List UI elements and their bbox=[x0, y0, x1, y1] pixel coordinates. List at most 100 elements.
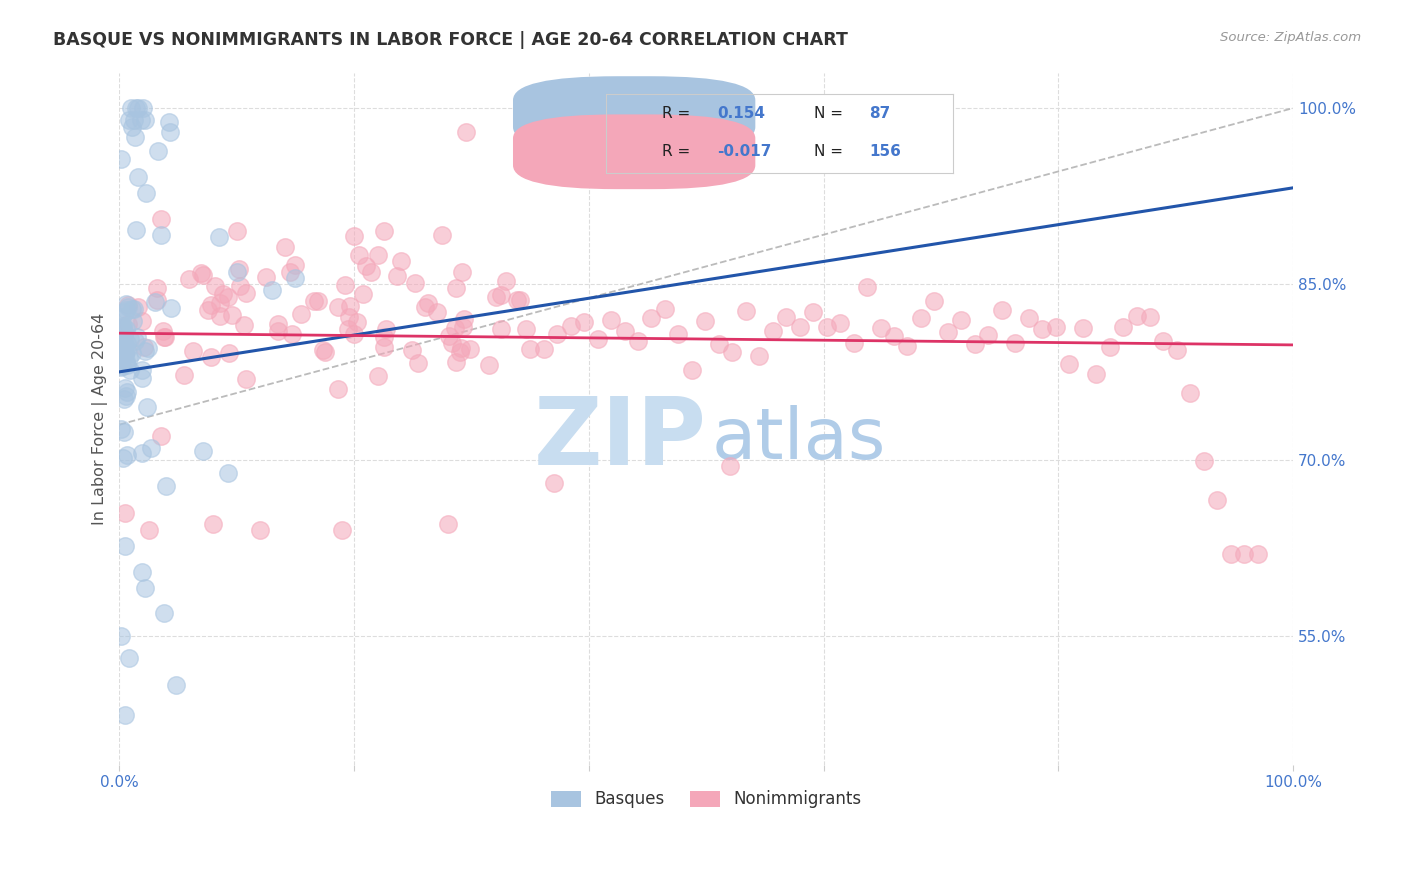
Point bbox=[232, 318, 254, 332]
Point bbox=[454, 125, 477, 139]
Point bbox=[121, 120, 143, 134]
Point bbox=[153, 330, 176, 344]
Point bbox=[114, 347, 136, 361]
Point bbox=[1045, 320, 1067, 334]
Point bbox=[235, 286, 257, 301]
Point bbox=[127, 300, 149, 314]
Point bbox=[373, 330, 395, 344]
Point bbox=[114, 381, 136, 395]
Point bbox=[343, 228, 366, 243]
Point bbox=[125, 223, 148, 237]
Point bbox=[122, 301, 145, 316]
Point bbox=[533, 342, 555, 356]
Point bbox=[152, 324, 174, 338]
Point bbox=[110, 349, 132, 363]
Point bbox=[413, 301, 436, 315]
Point bbox=[312, 343, 335, 358]
Point bbox=[117, 297, 139, 311]
Point bbox=[200, 351, 222, 365]
Point bbox=[346, 314, 368, 328]
Point bbox=[114, 337, 136, 351]
Point bbox=[110, 333, 132, 347]
Point bbox=[218, 346, 240, 360]
Point bbox=[112, 392, 135, 407]
Point bbox=[354, 260, 377, 274]
Point bbox=[202, 517, 225, 532]
Point bbox=[260, 283, 283, 297]
Point bbox=[437, 517, 460, 532]
Point bbox=[352, 286, 374, 301]
Point bbox=[337, 310, 360, 324]
Point bbox=[453, 312, 475, 326]
Point bbox=[1219, 547, 1241, 561]
Point bbox=[734, 304, 756, 318]
Point bbox=[114, 708, 136, 723]
Point bbox=[117, 301, 139, 315]
Point bbox=[1112, 319, 1135, 334]
Point bbox=[640, 310, 662, 325]
Point bbox=[1206, 493, 1229, 508]
Point bbox=[1192, 454, 1215, 468]
Point bbox=[143, 295, 166, 310]
Point bbox=[360, 265, 382, 279]
Point bbox=[228, 261, 250, 276]
Point bbox=[209, 296, 232, 310]
Point bbox=[404, 276, 426, 290]
Point bbox=[314, 345, 336, 359]
Point bbox=[124, 130, 146, 145]
Point bbox=[111, 323, 134, 337]
Point bbox=[278, 265, 301, 279]
Point bbox=[1098, 340, 1121, 354]
Point bbox=[1233, 547, 1256, 561]
Point bbox=[149, 212, 172, 227]
Point bbox=[627, 334, 650, 348]
Point bbox=[546, 326, 568, 341]
Point bbox=[896, 339, 918, 353]
Point bbox=[801, 305, 824, 319]
Point bbox=[491, 288, 513, 302]
Point bbox=[430, 228, 453, 243]
Point bbox=[181, 343, 204, 358]
Point bbox=[453, 320, 475, 334]
Point bbox=[1166, 343, 1188, 357]
Point bbox=[131, 566, 153, 580]
Point bbox=[924, 294, 946, 309]
Point bbox=[613, 324, 636, 338]
Point bbox=[229, 279, 252, 293]
Point bbox=[302, 293, 325, 308]
Point bbox=[134, 112, 156, 127]
Point bbox=[114, 322, 136, 336]
Point bbox=[127, 169, 149, 184]
Point bbox=[367, 368, 389, 383]
Point bbox=[134, 582, 156, 596]
Point bbox=[572, 315, 595, 329]
Point bbox=[124, 334, 146, 348]
Point bbox=[910, 311, 932, 326]
Point bbox=[149, 429, 172, 443]
Point bbox=[112, 425, 135, 439]
Point bbox=[1018, 310, 1040, 325]
Point bbox=[408, 356, 430, 370]
Point bbox=[449, 345, 471, 359]
Text: ZIP: ZIP bbox=[533, 393, 706, 485]
Point bbox=[284, 271, 307, 285]
Point bbox=[127, 101, 149, 115]
Point bbox=[225, 224, 247, 238]
Point bbox=[225, 265, 247, 279]
Point bbox=[235, 371, 257, 385]
Point bbox=[748, 349, 770, 363]
Point bbox=[112, 343, 135, 357]
Point bbox=[115, 449, 138, 463]
Point bbox=[115, 296, 138, 310]
Point bbox=[416, 295, 439, 310]
Point bbox=[112, 338, 135, 352]
Point bbox=[125, 330, 148, 344]
Point bbox=[1031, 321, 1053, 335]
Point bbox=[1152, 334, 1174, 349]
Point bbox=[439, 329, 461, 343]
Point bbox=[115, 353, 138, 368]
Point bbox=[830, 317, 852, 331]
Point bbox=[290, 307, 312, 321]
Point bbox=[506, 293, 529, 307]
Point bbox=[707, 337, 730, 351]
